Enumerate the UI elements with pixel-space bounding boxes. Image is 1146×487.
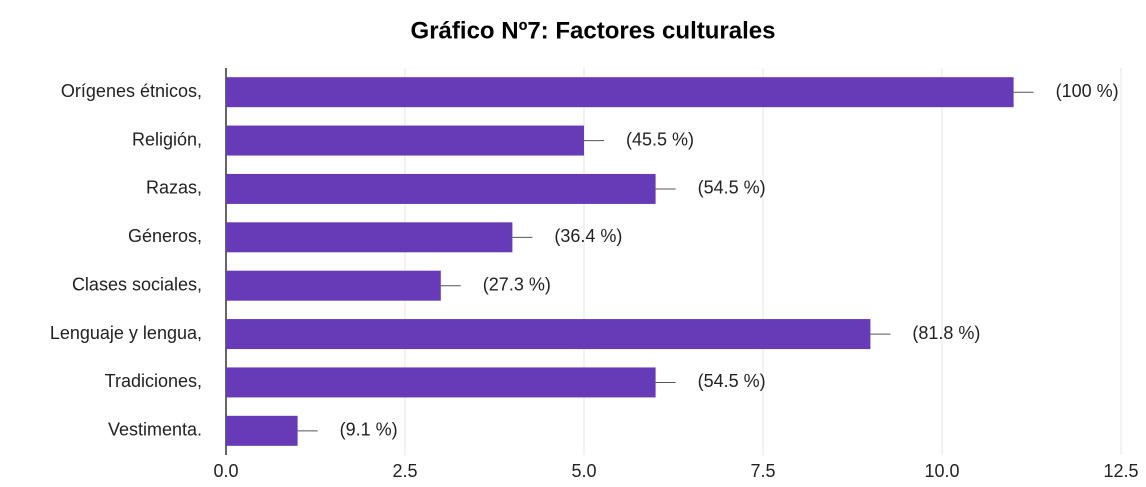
bar (226, 222, 513, 253)
percent-label: (9.1 %) (340, 420, 398, 440)
percent-label: (45.5 %) (626, 129, 694, 149)
percent-label: (81.8 %) (912, 323, 980, 343)
x-tick-label: 12.5 (1103, 461, 1138, 481)
y-tick-label: Orígenes étnicos, (61, 81, 202, 101)
percent-label: (100 %) (1056, 81, 1119, 101)
bar (226, 270, 441, 301)
bar (226, 415, 298, 446)
percent-label: (27.3 %) (483, 274, 551, 294)
x-tick-label: 0.0 (213, 461, 238, 481)
y-tick-label: Clases sociales, (72, 274, 202, 294)
percent-label: (54.5 %) (698, 371, 766, 391)
y-tick-label: Razas, (146, 178, 202, 198)
y-tick-label: Vestimenta. (108, 420, 202, 440)
bar (226, 319, 871, 350)
bar (226, 173, 656, 204)
bar (226, 77, 1014, 108)
x-tick-label: 7.5 (750, 461, 775, 481)
y-tick-label: Lenguaje y lengua, (50, 323, 202, 343)
y-tick-label: Tradiciones, (105, 371, 202, 391)
x-tick-label: 2.5 (392, 461, 417, 481)
bar (226, 367, 656, 398)
bar (226, 125, 584, 156)
y-tick-label: Géneros, (128, 226, 202, 246)
chart-title: Gráfico Nº7: Factores culturales (411, 17, 776, 44)
percent-label: (36.4 %) (554, 226, 622, 246)
x-tick-label: 5.0 (571, 461, 596, 481)
x-tick-label: 10.0 (924, 461, 959, 481)
percent-label: (54.5 %) (698, 178, 766, 198)
y-tick-label: Religión, (132, 129, 202, 149)
